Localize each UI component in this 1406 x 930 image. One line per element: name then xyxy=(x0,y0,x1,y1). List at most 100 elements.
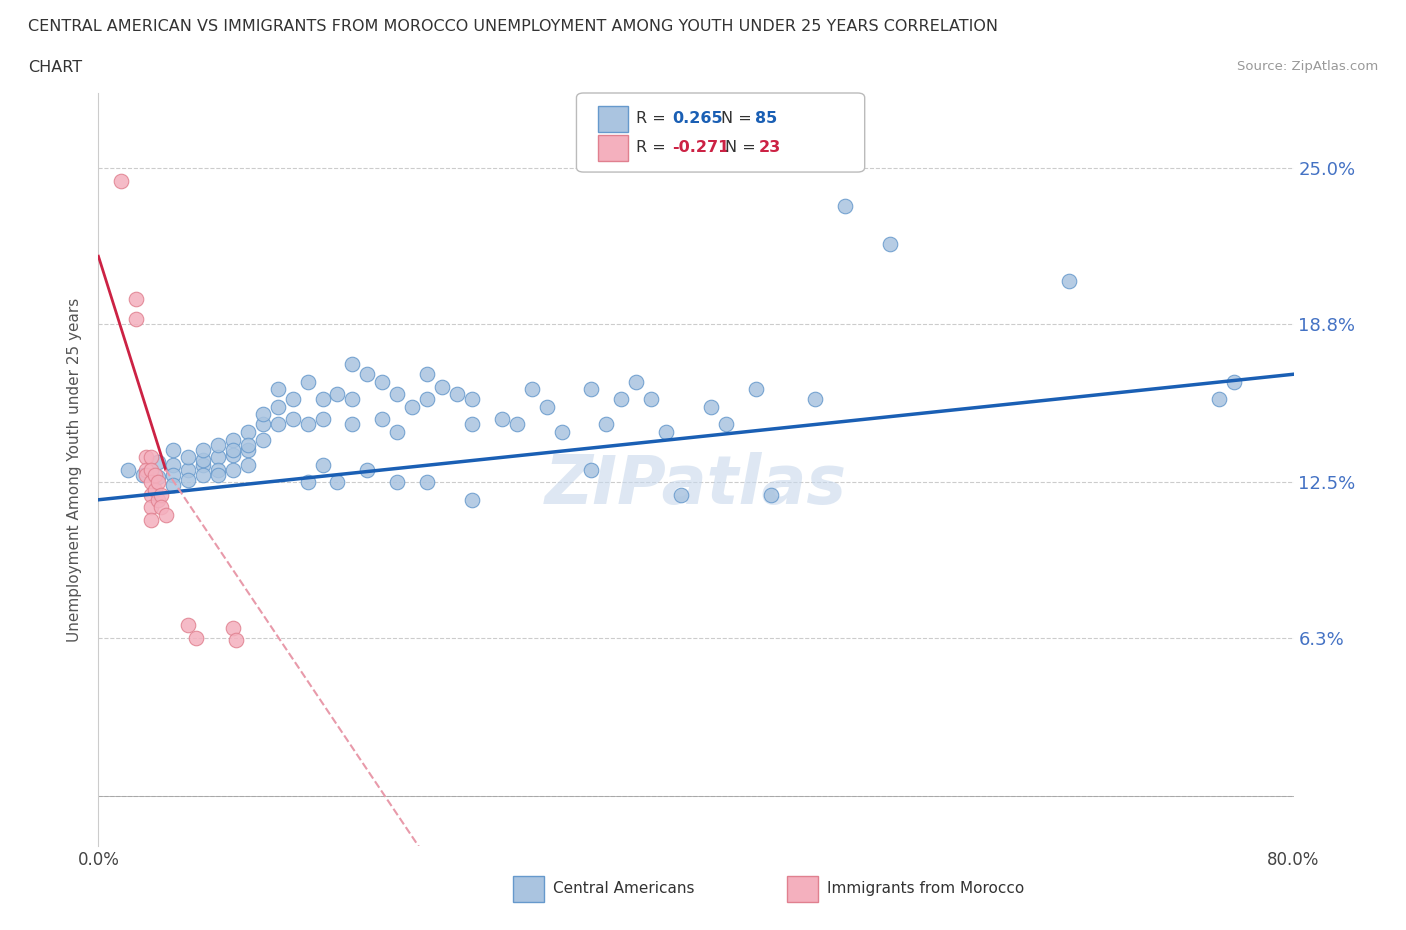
Point xyxy=(281,412,304,427)
Point xyxy=(581,462,603,477)
Point xyxy=(311,458,333,472)
Point xyxy=(222,442,245,457)
Point xyxy=(879,236,901,251)
Text: R =: R = xyxy=(636,111,671,126)
Point xyxy=(148,474,170,489)
Point xyxy=(385,474,409,489)
Text: Source: ZipAtlas.com: Source: ZipAtlas.com xyxy=(1237,60,1378,73)
Point xyxy=(536,400,558,415)
Point xyxy=(356,462,378,477)
Point xyxy=(595,417,617,432)
Point xyxy=(506,417,529,432)
Point xyxy=(430,379,453,394)
Point xyxy=(297,474,319,489)
Text: CHART: CHART xyxy=(28,60,82,75)
Point xyxy=(610,392,633,406)
Point xyxy=(125,312,148,326)
Point xyxy=(714,417,737,432)
Point xyxy=(184,631,207,645)
Point xyxy=(162,467,184,482)
Text: 85: 85 xyxy=(755,111,778,126)
Point xyxy=(252,432,274,447)
Point xyxy=(191,467,214,482)
Point xyxy=(655,425,678,440)
Point xyxy=(342,417,364,432)
Text: Immigrants from Morocco: Immigrants from Morocco xyxy=(827,881,1024,896)
Point xyxy=(191,442,214,457)
Point xyxy=(143,483,166,498)
Point xyxy=(297,374,319,389)
Point xyxy=(311,392,333,406)
Point xyxy=(446,387,468,402)
Point xyxy=(385,425,409,440)
Point xyxy=(311,412,333,427)
Text: N =: N = xyxy=(721,111,758,126)
Point xyxy=(143,467,166,482)
Text: R =: R = xyxy=(636,140,671,155)
Text: 0.265: 0.265 xyxy=(672,111,723,126)
Point xyxy=(222,620,245,635)
Point xyxy=(139,487,162,502)
Point xyxy=(207,467,229,482)
Point xyxy=(222,462,245,477)
Point xyxy=(132,467,155,482)
Point xyxy=(135,462,157,477)
Point xyxy=(162,477,184,492)
Point xyxy=(236,425,259,440)
Text: -0.271: -0.271 xyxy=(672,140,730,155)
Point xyxy=(461,392,484,406)
Point xyxy=(207,462,229,477)
Point xyxy=(139,500,162,515)
Point xyxy=(148,492,170,507)
Point xyxy=(281,392,304,406)
Point xyxy=(326,387,349,402)
Point xyxy=(461,417,484,432)
Text: N =: N = xyxy=(725,140,762,155)
Text: ZIPatlas: ZIPatlas xyxy=(546,452,846,518)
Point xyxy=(162,458,184,472)
Point xyxy=(207,450,229,465)
Point xyxy=(150,500,173,515)
Point xyxy=(669,487,692,502)
Point xyxy=(416,392,439,406)
Point xyxy=(139,512,162,527)
Point xyxy=(297,417,319,432)
Point xyxy=(1059,274,1081,289)
Point xyxy=(135,450,157,465)
Text: 23: 23 xyxy=(759,140,782,155)
Point xyxy=(110,174,132,189)
Text: CENTRAL AMERICAN VS IMMIGRANTS FROM MOROCCO UNEMPLOYMENT AMONG YOUTH UNDER 25 YE: CENTRAL AMERICAN VS IMMIGRANTS FROM MORO… xyxy=(28,19,998,33)
Point xyxy=(177,450,200,465)
Y-axis label: Unemployment Among Youth under 25 years: Unemployment Among Youth under 25 years xyxy=(67,298,83,642)
Point xyxy=(267,382,290,397)
Point xyxy=(148,455,170,470)
Point xyxy=(150,487,173,502)
Point xyxy=(135,467,157,482)
Point xyxy=(252,407,274,422)
Point xyxy=(125,291,148,306)
Point xyxy=(117,462,139,477)
Point xyxy=(371,412,394,427)
Point xyxy=(520,382,543,397)
Point xyxy=(207,437,229,452)
Text: Central Americans: Central Americans xyxy=(553,881,695,896)
Point xyxy=(191,458,214,472)
Point xyxy=(139,474,162,489)
Point xyxy=(401,400,423,415)
Point xyxy=(834,199,856,214)
Point xyxy=(148,470,170,485)
Point xyxy=(640,392,662,406)
Point xyxy=(700,400,723,415)
Point xyxy=(1208,392,1230,406)
Point xyxy=(139,462,162,477)
Point xyxy=(416,366,439,381)
Point xyxy=(236,442,259,457)
Point xyxy=(267,400,290,415)
Point xyxy=(804,392,827,406)
Point xyxy=(491,412,513,427)
Point xyxy=(342,357,364,372)
Point xyxy=(225,633,247,648)
Point xyxy=(191,452,214,467)
Point xyxy=(162,442,184,457)
Point xyxy=(155,508,177,523)
